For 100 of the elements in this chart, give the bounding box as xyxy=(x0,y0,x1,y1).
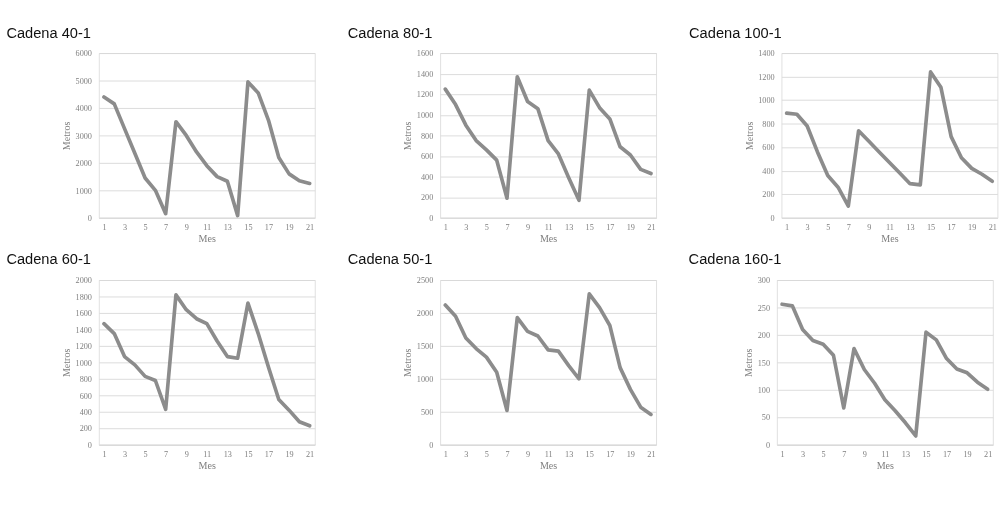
y-tick-label: 400 xyxy=(420,172,434,182)
x-tick-label: 3 xyxy=(805,223,810,233)
y-tick-label: 600 xyxy=(420,152,434,162)
y-tick-label: 1800 xyxy=(75,292,92,302)
y-tick-label: 1000 xyxy=(758,96,775,106)
x-tick-label: 3 xyxy=(801,450,806,460)
x-axis-title: Mes xyxy=(198,459,216,471)
y-tick-label: 1200 xyxy=(75,342,92,352)
x-axis-title: Mes xyxy=(539,459,558,471)
y-tick-label: 6000 xyxy=(75,49,92,59)
y-tick-label: 2000 xyxy=(416,309,434,319)
x-tick-label: 13 xyxy=(901,450,911,460)
line-series xyxy=(102,80,312,218)
x-tick-label: 15 xyxy=(585,450,594,460)
x-tick-label: 17 xyxy=(264,223,274,233)
x-tick-label: 13 xyxy=(565,450,574,460)
x-axis-title: Mes xyxy=(198,233,216,245)
x-tick-label: 1 xyxy=(443,450,448,460)
x-tick-label: 21 xyxy=(647,223,656,233)
y-tick-label: 500 xyxy=(420,408,434,417)
y-tick-label: 0 xyxy=(765,440,771,450)
y-tick-label: 5000 xyxy=(75,76,92,86)
x-tick-label: 5 xyxy=(821,450,826,460)
x-tick-label: 13 xyxy=(223,223,232,233)
x-tick-label: 21 xyxy=(647,450,656,460)
x-tick-label: 19 xyxy=(968,223,977,233)
x-tick-label: 1 xyxy=(785,223,790,233)
x-tick-label: 3 xyxy=(122,450,128,460)
x-tick-label: 11 xyxy=(881,450,890,460)
y-tick-label: 1000 xyxy=(75,186,92,196)
x-tick-label: 9 xyxy=(525,450,531,460)
x-tick-label: 7 xyxy=(842,450,847,460)
y-tick-label: 1600 xyxy=(416,49,434,59)
y-tick-label: 150 xyxy=(757,358,771,368)
x-tick-label: 3 xyxy=(464,450,469,460)
y-tick-label: 800 xyxy=(420,131,434,141)
y-tick-label: 0 xyxy=(87,214,92,224)
chart-title: Cadena 80-1 xyxy=(347,24,433,41)
x-tick-label: 9 xyxy=(862,450,867,460)
x-tick-label: 21 xyxy=(305,450,315,460)
y-tick-label: 1200 xyxy=(416,90,434,100)
x-tick-label: 11 xyxy=(885,223,894,233)
y-axis-title: Metros xyxy=(61,348,72,378)
y-tick-label: 200 xyxy=(79,424,92,434)
x-tick-label: 7 xyxy=(164,223,169,233)
y-tick-label: 2500 xyxy=(416,276,434,286)
x-tick-label: 9 xyxy=(184,450,189,460)
line-series xyxy=(443,74,653,203)
x-tick-label: 1 xyxy=(780,450,785,460)
x-tick-label: 17 xyxy=(947,223,956,233)
y-axis-title: Metros xyxy=(402,121,414,151)
x-axis-title: Mes xyxy=(539,233,558,245)
x-tick-label: 1 xyxy=(102,450,107,460)
y-tick-label: 200 xyxy=(762,190,775,200)
x-tick-label: 15 xyxy=(922,450,931,460)
y-tick-label: 600 xyxy=(762,143,775,153)
chart-title: Cadena 100-1 xyxy=(689,24,782,41)
y-tick-label: 600 xyxy=(79,391,92,401)
y-tick-label: 1000 xyxy=(416,375,434,385)
y-tick-label: 0 xyxy=(770,214,775,224)
y-tick-label: 50 xyxy=(761,413,771,423)
x-axis-title: Mes xyxy=(876,459,895,471)
x-tick-label: 19 xyxy=(963,450,972,460)
line-series xyxy=(784,70,995,208)
y-tick-label: 0 xyxy=(429,440,434,450)
y-tick-label: 100 xyxy=(757,386,771,396)
x-tick-label: 21 xyxy=(984,450,993,460)
x-tick-label: 17 xyxy=(606,450,615,460)
y-axis-title: Metros xyxy=(402,348,414,378)
x-tick-label: 5 xyxy=(484,223,489,233)
x-tick-label: 19 xyxy=(626,223,635,233)
y-axis-title: Metros xyxy=(743,121,755,151)
x-tick-label: 11 xyxy=(544,450,553,460)
y-tick-label: 2000 xyxy=(75,159,92,169)
y-tick-label: 2000 xyxy=(75,276,92,286)
x-tick-label: 5 xyxy=(143,450,148,460)
line-series xyxy=(102,293,312,428)
y-tick-label: 1600 xyxy=(75,309,92,319)
x-tick-label: 19 xyxy=(626,450,635,460)
x-tick-label: 5 xyxy=(484,450,489,460)
x-tick-label: 21 xyxy=(988,223,997,233)
y-axis-title: Metros xyxy=(61,121,72,151)
x-tick-label: 7 xyxy=(505,223,510,233)
y-tick-label: 3000 xyxy=(75,131,92,141)
x-tick-label: 17 xyxy=(942,450,952,460)
x-tick-label: 5 xyxy=(826,223,831,233)
chart-title: Cadena 50-1 xyxy=(347,251,433,268)
x-tick-label: 15 xyxy=(585,223,594,233)
x-tick-label: 3 xyxy=(122,223,128,233)
x-tick-label: 21 xyxy=(305,223,315,233)
x-tick-label: 15 xyxy=(244,223,253,233)
y-tick-label: 1500 xyxy=(416,342,434,352)
y-tick-label: 200 xyxy=(420,193,434,203)
y-tick-label: 1200 xyxy=(758,72,775,82)
x-tick-label: 7 xyxy=(505,450,510,460)
y-tick-label: 0 xyxy=(87,440,92,450)
x-tick-label: 15 xyxy=(244,450,253,460)
y-tick-label: 1400 xyxy=(75,325,92,335)
x-tick-label: 9 xyxy=(867,223,872,233)
line-series xyxy=(780,302,990,438)
